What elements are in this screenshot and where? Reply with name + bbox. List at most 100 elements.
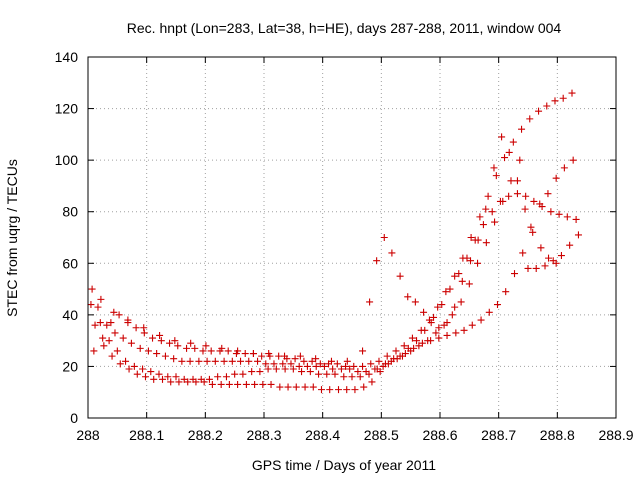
data-point [105, 337, 113, 345]
data-point [346, 365, 354, 373]
data-point [513, 177, 521, 185]
axis-ticks: 288 288.1 288.2 288.3 288.4 288.5 288.6 288.7 28… [55, 49, 634, 443]
y-axis-label: STEC from uqrg / TECUs [4, 159, 20, 317]
data-point [320, 362, 328, 370]
data-point [172, 373, 180, 381]
data-point [153, 350, 161, 358]
data-point [234, 347, 242, 355]
data-point [317, 386, 325, 394]
data-point [371, 365, 379, 373]
data-point [545, 254, 553, 262]
data-point [133, 370, 141, 378]
data-point [171, 337, 179, 345]
data-point [442, 288, 450, 296]
data-point [350, 362, 358, 370]
data-point [455, 270, 463, 278]
data-point [107, 319, 115, 327]
data-point [312, 355, 320, 363]
data-point [527, 223, 535, 231]
data-point [207, 347, 215, 355]
data-point [200, 378, 208, 386]
data-point [417, 326, 425, 334]
data-point [505, 192, 513, 200]
data-point [404, 293, 412, 301]
data-point [519, 249, 527, 257]
data-point [557, 252, 565, 260]
data-point [149, 334, 157, 342]
data-point [116, 360, 124, 368]
data-point [366, 298, 374, 306]
data-point [501, 154, 509, 162]
data-points [87, 89, 582, 394]
data-point [164, 373, 172, 381]
x-tick-label: 288.6 [422, 427, 457, 443]
y-tick-label: 140 [55, 49, 79, 65]
data-point [267, 380, 275, 388]
data-point [491, 218, 499, 226]
data-point [103, 321, 111, 329]
data-point [214, 373, 222, 381]
data-point [192, 378, 200, 386]
data-point [568, 89, 576, 97]
data-point [139, 365, 147, 373]
chart-title: Rec. hnpt (Lon=283, Lat=38, h=HE), days … [127, 20, 562, 36]
data-point [559, 94, 567, 102]
data-point [555, 210, 563, 218]
data-point [281, 365, 289, 373]
series-points [88, 156, 582, 383]
data-point [309, 383, 317, 391]
data-point [90, 347, 98, 355]
data-point [509, 138, 517, 146]
data-point [175, 378, 183, 386]
data-point [452, 329, 460, 337]
x-tick-label: 288.1 [129, 427, 164, 443]
data-point [258, 352, 266, 360]
data-point [474, 236, 482, 244]
data-point [180, 375, 188, 383]
data-point [375, 357, 383, 365]
data-point [150, 375, 158, 383]
data-point [507, 177, 515, 185]
data-point [184, 378, 192, 386]
data-point [301, 383, 309, 391]
y-tick-label: 20 [62, 358, 78, 374]
data-point [490, 164, 498, 172]
data-point [222, 373, 230, 381]
data-point [351, 386, 359, 394]
data-point [157, 337, 165, 345]
data-point [136, 344, 144, 352]
data-point [203, 357, 211, 365]
y-tick-label: 80 [62, 204, 78, 220]
data-point [296, 352, 304, 360]
x-tick-label: 288.7 [481, 427, 516, 443]
x-tick-label: 288 [76, 427, 100, 443]
data-point [141, 373, 149, 381]
x-tick-label: 288.8 [540, 427, 575, 443]
data-point [127, 339, 135, 347]
data-point [563, 213, 571, 221]
data-point [275, 352, 283, 360]
data-point [383, 352, 391, 360]
data-point [251, 380, 259, 388]
data-point [276, 383, 284, 391]
data-point [186, 357, 194, 365]
data-point [566, 241, 574, 249]
data-point [543, 102, 551, 110]
data-point [124, 319, 132, 327]
plot-frame [87, 56, 617, 419]
data-point [191, 344, 199, 352]
data-point [356, 373, 364, 381]
data-point [467, 234, 475, 241]
data-point [360, 383, 368, 391]
data-point [574, 231, 582, 239]
data-point [316, 360, 324, 368]
data-point [335, 386, 343, 394]
data-point [279, 360, 287, 368]
data-point [572, 215, 580, 223]
y-tick-label: 100 [55, 152, 79, 168]
data-point [156, 331, 164, 339]
data-point [211, 357, 219, 365]
data-point [518, 125, 526, 133]
data-point [420, 308, 428, 316]
